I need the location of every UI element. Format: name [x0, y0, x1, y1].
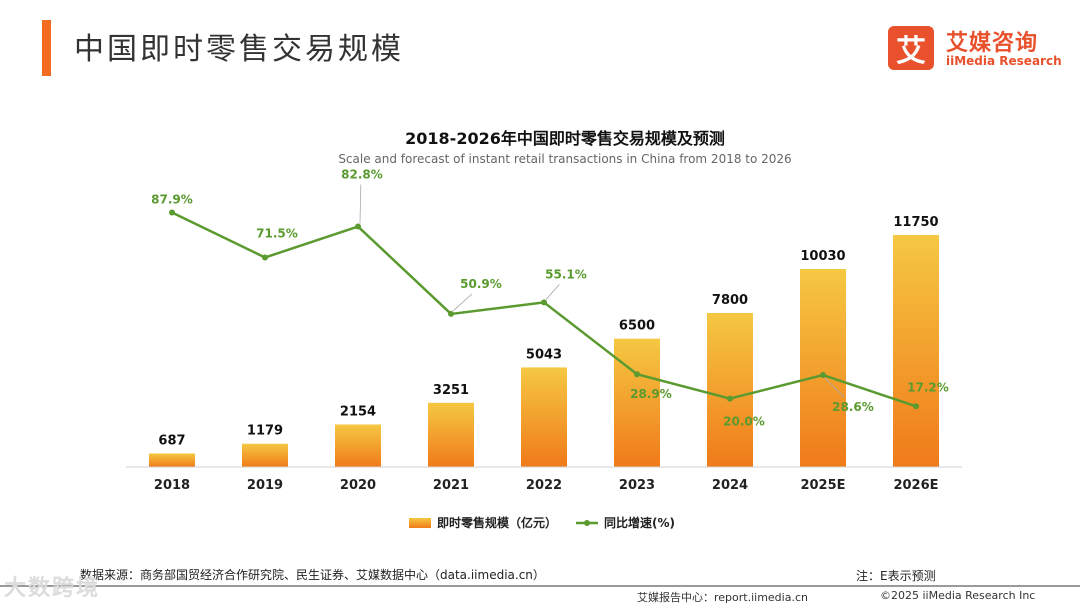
- growth-point: [634, 371, 640, 378]
- growth-rate-label: 17.2%: [907, 380, 949, 394]
- growth-rate-label: 71.5%: [256, 226, 298, 240]
- bar: [614, 338, 660, 467]
- bar: [242, 443, 288, 467]
- bar: [149, 453, 195, 467]
- growth-point: [541, 299, 547, 306]
- legend-bar-label: 即时零售规模（亿元）: [437, 515, 557, 530]
- x-tick-label: 2022: [526, 478, 562, 493]
- growth-point: [727, 395, 733, 402]
- bar-value-label: 10030: [800, 249, 845, 264]
- x-tick-label: 2025E: [800, 478, 845, 493]
- logo-name-cn: 艾媒咨询: [946, 31, 1039, 56]
- label-leader: [359, 184, 362, 224]
- growth-rate-label: 82.8%: [341, 168, 383, 182]
- title-accent-bar: [42, 20, 51, 76]
- label-leader: [452, 293, 473, 312]
- bar: [335, 424, 381, 467]
- footer-divider: [0, 585, 1080, 587]
- bar: [707, 312, 753, 467]
- x-tick-label: 2020: [340, 478, 376, 493]
- growth-point: [355, 223, 361, 230]
- logo-icon: 艾: [888, 26, 934, 70]
- legend-line-label: 同比增速(%): [604, 515, 675, 530]
- bar-value-label: 687: [158, 433, 185, 448]
- bar-value-label: 6500: [619, 319, 655, 334]
- growth-rate-label: 28.6%: [832, 400, 874, 414]
- growth-point: [913, 403, 919, 410]
- forecast-note: 注：E表示预测: [856, 569, 936, 583]
- data-source: 数据来源：商务部国贸经济合作研究院、民生证券、艾媒数据中心（data.iimed…: [80, 568, 545, 582]
- bar-value-label: 1179: [247, 424, 283, 439]
- growth-rate-label: 20.0%: [723, 415, 765, 429]
- iimedia-logo: 艾 艾媒咨询 iiMedia Research: [888, 26, 1068, 72]
- bar-value-label: 5043: [526, 347, 562, 362]
- x-tick-label: 2026E: [893, 478, 938, 493]
- legend-bar-swatch: [409, 518, 431, 528]
- report-center: 艾媒报告中心：report.iimedia.cn: [637, 591, 808, 604]
- growth-point: [448, 310, 454, 317]
- x-tick-label: 2019: [247, 478, 283, 493]
- combo-chart: 2018-2026年中国即时零售交易规模及预测 Scale and foreca…: [126, 129, 962, 530]
- growth-rate-label: 87.9%: [151, 193, 193, 207]
- chart-title: 2018-2026年中国即时零售交易规模及预测: [405, 129, 725, 148]
- growth-point: [820, 372, 826, 379]
- bar-value-label: 7800: [712, 293, 748, 308]
- growth-point: [262, 254, 268, 261]
- x-tick-label: 2021: [433, 478, 469, 493]
- growth-rate-label: 55.1%: [545, 267, 587, 281]
- x-tick-label: 2018: [154, 478, 190, 493]
- bar: [893, 235, 939, 467]
- bar-value-label: 11750: [893, 215, 938, 230]
- label-leader: [824, 377, 845, 398]
- growth-point: [169, 209, 175, 216]
- growth-rate-label: 50.9%: [460, 277, 502, 291]
- bar: [428, 402, 474, 467]
- watermark: 大数跨境: [4, 576, 101, 601]
- bar: [800, 268, 846, 467]
- growth-rate-label: 28.9%: [630, 387, 672, 401]
- bar: [521, 367, 567, 467]
- chart-subtitle: Scale and forecast of instant retail tra…: [338, 152, 791, 166]
- legend-line-marker: [584, 520, 590, 526]
- bar-value-label: 3251: [433, 383, 469, 398]
- bar-value-label: 2154: [340, 404, 376, 419]
- logo-name-en: iiMedia Research: [946, 54, 1062, 68]
- page-title: 中国即时零售交易规模: [74, 32, 404, 67]
- copyright: ©2025 iiMedia Research Inc: [880, 589, 1036, 602]
- x-tick-label: 2024: [712, 478, 748, 493]
- label-leader: [545, 284, 560, 300]
- x-tick-label: 2023: [619, 478, 655, 493]
